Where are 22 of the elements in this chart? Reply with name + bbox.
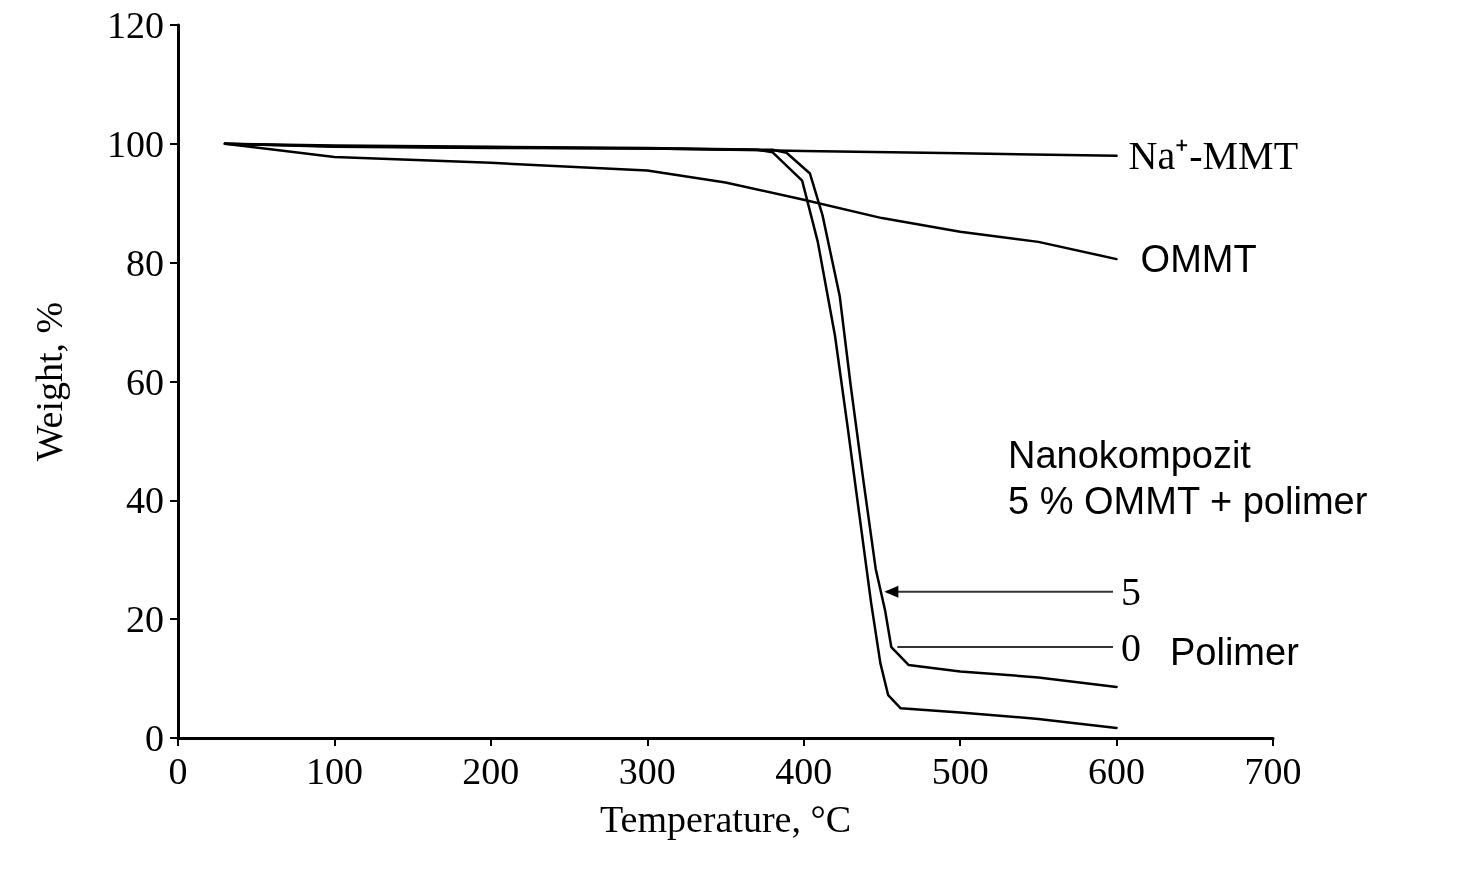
y-tick-label: 100 — [107, 122, 164, 165]
y-tick-label: 20 — [126, 598, 164, 641]
x-tick-label: 700 — [1244, 750, 1302, 792]
x-tick-label: 100 — [305, 750, 363, 792]
y-tick-label: 40 — [126, 479, 164, 522]
x-tick-label: 400 — [775, 750, 833, 792]
annotation: 5 — [1121, 569, 1141, 615]
annotation: 0 — [1121, 624, 1141, 670]
x-tick-label: 200 — [462, 750, 520, 792]
y-tick-label: 80 — [126, 241, 164, 284]
annotation: Polimer — [1170, 631, 1300, 673]
x-tick-label: 300 — [618, 750, 676, 792]
y-tick-label: 0 — [145, 717, 164, 759]
y-tick-label: 60 — [126, 360, 164, 403]
series-label: Na⁺-MMT — [1128, 133, 1299, 179]
annotation: Nanokompozit 5 % OMMT + polimer — [1008, 434, 1368, 522]
series-label: OMMT — [1140, 238, 1257, 281]
x-tick-label: 500 — [931, 750, 989, 792]
y-axis-title: Weight, % — [28, 301, 70, 462]
x-axis-title: Temperature, °C — [600, 798, 851, 840]
x-tick-label: 600 — [1088, 750, 1146, 792]
y-tick-label: 120 — [107, 4, 164, 46]
